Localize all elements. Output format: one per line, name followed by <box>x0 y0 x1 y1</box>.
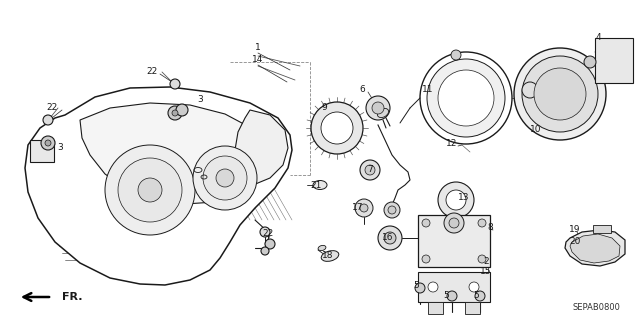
Circle shape <box>41 136 55 150</box>
Text: 5: 5 <box>443 291 449 300</box>
Circle shape <box>360 160 380 180</box>
Circle shape <box>451 50 461 60</box>
Circle shape <box>311 102 363 154</box>
Text: 1: 1 <box>255 43 261 53</box>
Text: 16: 16 <box>382 234 394 242</box>
Polygon shape <box>565 230 625 266</box>
Text: 17: 17 <box>352 204 364 212</box>
Circle shape <box>415 283 425 293</box>
Bar <box>30 140 54 162</box>
Text: 10: 10 <box>531 125 541 135</box>
Circle shape <box>265 239 275 249</box>
Text: 15: 15 <box>480 268 492 277</box>
Circle shape <box>522 82 538 98</box>
Bar <box>418 215 490 267</box>
Circle shape <box>428 282 438 292</box>
Text: 3: 3 <box>57 144 63 152</box>
Circle shape <box>478 219 486 227</box>
Text: 22: 22 <box>262 229 274 239</box>
Circle shape <box>438 70 494 126</box>
Circle shape <box>168 106 182 120</box>
Text: 9: 9 <box>321 103 327 113</box>
Bar <box>418 272 490 302</box>
Circle shape <box>378 226 402 250</box>
Text: 13: 13 <box>458 194 470 203</box>
Ellipse shape <box>378 108 388 118</box>
Circle shape <box>427 59 505 137</box>
Bar <box>428 302 443 314</box>
Circle shape <box>203 156 247 200</box>
Circle shape <box>170 79 180 89</box>
Circle shape <box>372 102 384 114</box>
Circle shape <box>355 199 373 217</box>
Text: 7: 7 <box>367 166 373 174</box>
Text: 14: 14 <box>252 56 264 64</box>
Text: 2: 2 <box>483 257 489 266</box>
Circle shape <box>438 182 474 218</box>
Text: SEPAB0800: SEPAB0800 <box>572 303 620 313</box>
Circle shape <box>446 190 466 210</box>
Polygon shape <box>235 110 288 185</box>
Circle shape <box>260 227 270 237</box>
Polygon shape <box>25 87 292 285</box>
Circle shape <box>321 112 353 144</box>
Circle shape <box>365 165 375 175</box>
Circle shape <box>444 213 464 233</box>
Text: FR.: FR. <box>62 292 83 302</box>
Circle shape <box>384 202 400 218</box>
Circle shape <box>522 56 598 132</box>
Circle shape <box>388 206 396 214</box>
Circle shape <box>172 110 178 116</box>
Circle shape <box>384 232 396 244</box>
Circle shape <box>449 218 459 228</box>
Circle shape <box>45 140 51 146</box>
Circle shape <box>360 204 368 212</box>
Bar <box>593 225 611 233</box>
Text: 18: 18 <box>323 251 333 261</box>
Text: 5: 5 <box>413 280 419 290</box>
Circle shape <box>422 219 430 227</box>
Ellipse shape <box>318 245 326 251</box>
Text: 6: 6 <box>359 85 365 94</box>
Polygon shape <box>570 234 620 263</box>
Circle shape <box>475 291 485 301</box>
Circle shape <box>469 282 479 292</box>
Text: 21: 21 <box>310 182 322 190</box>
Bar <box>465 302 480 314</box>
Circle shape <box>447 291 457 301</box>
Circle shape <box>138 178 162 202</box>
Circle shape <box>118 158 182 222</box>
Text: 22: 22 <box>46 103 58 113</box>
Circle shape <box>216 169 234 187</box>
Text: 4: 4 <box>595 33 601 42</box>
Text: 19: 19 <box>569 226 580 234</box>
Text: 5: 5 <box>473 291 479 300</box>
Circle shape <box>261 247 269 255</box>
Bar <box>595 38 633 83</box>
Circle shape <box>534 68 586 120</box>
Circle shape <box>514 48 606 140</box>
Ellipse shape <box>313 181 327 189</box>
Circle shape <box>43 115 53 125</box>
Ellipse shape <box>321 251 339 261</box>
Circle shape <box>105 145 195 235</box>
Circle shape <box>193 146 257 210</box>
Text: 3: 3 <box>197 95 203 105</box>
Circle shape <box>584 56 596 68</box>
Circle shape <box>478 255 486 263</box>
Circle shape <box>176 104 188 116</box>
Polygon shape <box>80 103 268 204</box>
Text: 22: 22 <box>147 68 157 77</box>
Text: 11: 11 <box>422 85 434 94</box>
Text: 20: 20 <box>570 238 580 247</box>
Text: 12: 12 <box>446 139 458 149</box>
Circle shape <box>422 255 430 263</box>
Circle shape <box>366 96 390 120</box>
Text: 8: 8 <box>487 224 493 233</box>
